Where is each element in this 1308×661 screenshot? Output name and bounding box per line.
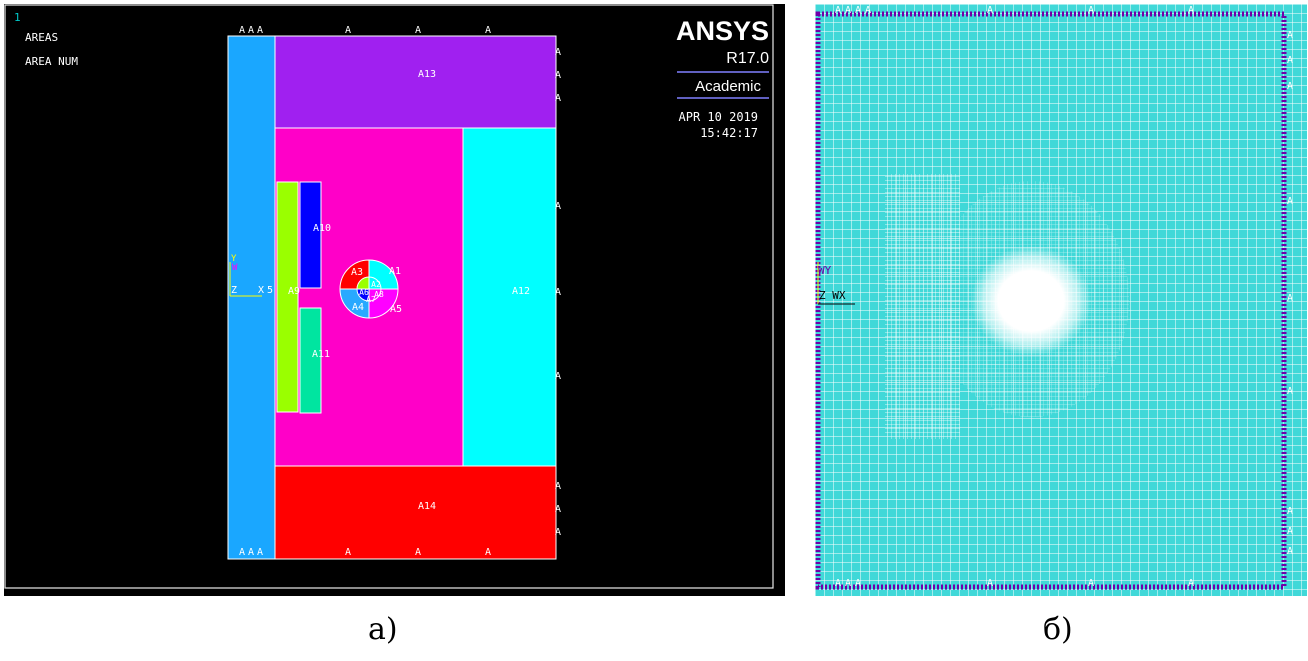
boundary-marker-a: A — [555, 371, 561, 382]
boundary-marker-b: A — [1287, 30, 1293, 41]
caption-b: б) — [1043, 612, 1073, 647]
boundary-marker-a: A — [415, 25, 421, 36]
area-A14[interactable] — [274, 465, 557, 560]
boundary-marker-b: A — [865, 5, 871, 16]
boundary-marker-a: A — [257, 547, 263, 558]
boundary-marker-a: A — [555, 527, 561, 538]
boundary-marker-a: A — [485, 25, 491, 36]
caption-a: а) — [368, 612, 398, 647]
boundary-marker-b: A — [835, 578, 841, 589]
boundary-marker-b: A — [1287, 55, 1293, 66]
mesh-axis-zx: Z WX — [819, 289, 846, 302]
label-A1: A1 — [389, 266, 401, 277]
boundary-marker-b: A — [1287, 506, 1293, 517]
label-A5: A5 — [390, 304, 402, 315]
boundary-marker-a: A — [555, 287, 561, 298]
axis-x-label: X — [258, 285, 264, 296]
boundary-marker-b: A — [987, 5, 993, 16]
boundary-marker-a: A — [248, 25, 254, 36]
ansys-logo: ANSYS — [676, 16, 769, 46]
legend-areas: AREAS — [25, 31, 58, 44]
area-plot-canvas: 1 AREAS AREA NUM ANSYS R17.0 Academic AP… — [4, 4, 774, 589]
boundary-marker-b: A — [1287, 386, 1293, 397]
boundary-marker-a: A — [555, 93, 561, 104]
area-A8[interactable] — [368, 288, 382, 302]
label-A4: A4 — [352, 302, 364, 313]
boundary-marker-b: A — [1287, 196, 1293, 207]
boundary-marker-b: A — [835, 5, 841, 16]
boundary-marker-a: A — [555, 201, 561, 212]
window-number: 1 — [14, 11, 21, 24]
boundary-marker-b: A — [1088, 5, 1094, 16]
area-A10[interactable] — [299, 181, 322, 289]
ansys-edition: Academic — [695, 78, 761, 95]
boundary-marker-b: A — [1088, 578, 1094, 589]
axis-z-label: Z — [231, 285, 237, 296]
boundary-marker-b: A — [1188, 578, 1194, 589]
label-A10: A10 — [313, 223, 331, 234]
label-A14: A14 — [418, 501, 436, 512]
label-A9: A9 — [288, 286, 300, 297]
label-A8: A8 — [374, 290, 384, 299]
label-A11: A11 — [312, 349, 330, 360]
boundary-marker-a: A — [239, 25, 245, 36]
axis-y-label: Y — [231, 254, 237, 264]
boundary-marker-a: A — [555, 47, 561, 58]
boundary-marker-a: A — [345, 547, 351, 558]
label-A7: A7 — [366, 295, 376, 304]
boundary-marker-b: A — [1287, 546, 1293, 557]
left-number-label: 5 — [267, 285, 273, 296]
area-A12[interactable] — [462, 127, 557, 467]
boundary-marker-a: A — [555, 481, 561, 492]
area-plot-viewport[interactable]: 1 AREAS AREA NUM ANSYS R17.0 Academic AP… — [4, 4, 785, 596]
boundary-marker-a: A — [415, 547, 421, 558]
plot-time: 15:42:17 — [700, 126, 758, 140]
boundary-marker-b: A — [845, 578, 851, 589]
boundary-marker-b: A — [855, 578, 861, 589]
area-A11[interactable] — [299, 307, 322, 414]
coordinate-triad: Y W Z X 5 — [229, 254, 273, 297]
boundary-marker-a: A — [248, 547, 254, 558]
area-A13[interactable] — [274, 35, 557, 129]
boundary-marker-a: A — [485, 547, 491, 558]
mesh-hole-region — [971, 246, 1091, 356]
mesh-boundary — [815, 11, 1287, 590]
label-A12: A12 — [512, 286, 530, 297]
boundary-marker-b: A — [845, 5, 851, 16]
boundary-marker-b: A — [855, 5, 861, 16]
boundary-marker-a: A — [555, 70, 561, 81]
mesh-coordinate-triad: WY Z WX — [817, 262, 855, 305]
axis-w-label: W — [232, 263, 238, 273]
label-A3: A3 — [351, 267, 363, 278]
boundary-marker-a: A — [239, 547, 245, 558]
area-geometry — [227, 35, 557, 560]
mesh-axis-wy: WY — [818, 264, 832, 277]
boundary-marker-a: A — [555, 504, 561, 515]
boundary-marker-a: A — [257, 25, 263, 36]
legend-area-num: AREA NUM — [25, 55, 78, 68]
boundary-marker-b: A — [1188, 5, 1194, 16]
label-A6: A6 — [359, 288, 369, 297]
plot-date: APR 10 2019 — [679, 110, 758, 124]
ansys-version: R17.0 — [726, 50, 769, 67]
area-left-strip[interactable] — [227, 35, 276, 560]
viewport-frame — [4, 4, 774, 589]
boundary-marker-b: A — [1287, 526, 1293, 537]
label-A2: A2 — [371, 280, 381, 289]
boundary-marker-b: A — [1287, 81, 1293, 92]
area-A9[interactable] — [276, 181, 299, 413]
boundary-marker-a: A — [345, 25, 351, 36]
boundary-marker-b: A — [987, 578, 993, 589]
label-A13: A13 — [418, 69, 436, 80]
boundary-marker-b: A — [1287, 293, 1293, 304]
